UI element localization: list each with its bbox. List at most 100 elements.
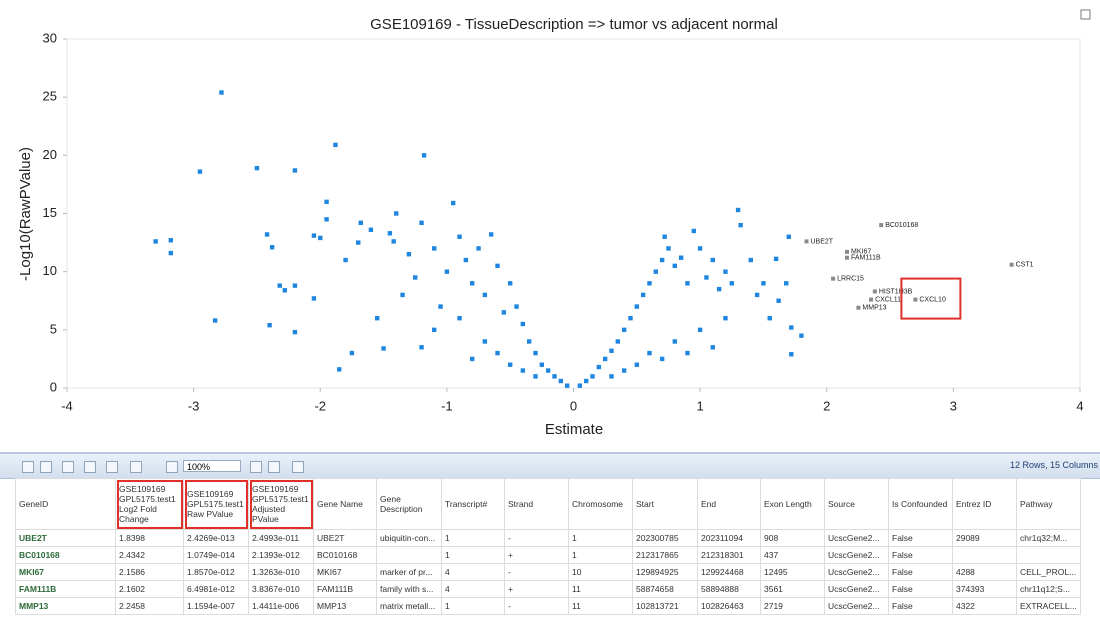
column-header[interactable]: GeneID: [15, 478, 116, 530]
table-cell: 1: [568, 529, 633, 547]
point: [482, 292, 488, 298]
annotation-label: MKI67: [851, 249, 871, 256]
point: [514, 304, 519, 309]
point: [640, 292, 646, 298]
table-cell: 1.1594e-007: [183, 597, 249, 615]
point: [634, 304, 640, 309]
table-cell: False: [888, 546, 953, 564]
point: [292, 283, 298, 288]
point: [311, 296, 317, 301]
x-tick-label: 2: [823, 398, 830, 413]
y-tick-label: 20: [43, 147, 57, 162]
table-cell: -: [504, 563, 569, 581]
column-header[interactable]: GSE109169 GPL5175.test1 Adjusted PValue: [248, 478, 314, 530]
toolbar-button[interactable]: [22, 461, 34, 473]
table-cell: 2.2458: [115, 597, 184, 615]
table-cell: UcscGene2...: [824, 597, 889, 615]
point: [789, 352, 794, 357]
table-cell: 129894925: [632, 563, 698, 581]
point: [564, 383, 570, 388]
point: [609, 348, 614, 353]
column-header[interactable]: Start: [632, 478, 698, 530]
table-cell: MKI67: [15, 563, 116, 581]
x-tick-label: 1: [697, 398, 704, 413]
table-cell: 4288: [952, 563, 1017, 581]
point: [432, 327, 437, 333]
table-cell: 2.1393e-012: [248, 546, 314, 564]
toolbar-button[interactable]: [268, 461, 280, 473]
table-cell: 2.4269e-013: [183, 529, 249, 547]
table-cell: 202311094: [697, 529, 761, 547]
toolbar-button[interactable]: [84, 461, 96, 473]
x-tick-label: -2: [314, 398, 326, 413]
toolbar-button[interactable]: [292, 461, 304, 473]
table-cell: MMP13: [313, 597, 377, 615]
table-cell: -: [504, 597, 569, 615]
point: [799, 333, 804, 338]
table-cell: 212318301: [697, 546, 761, 564]
point: [311, 233, 317, 238]
table-cell: 12495: [760, 563, 825, 581]
column-header[interactable]: Exon Length: [760, 478, 825, 530]
point: [729, 281, 734, 286]
column-header[interactable]: Gene Description: [376, 478, 442, 530]
column-header[interactable]: Transcript#: [441, 478, 505, 530]
table-cell: UcscGene2...: [824, 529, 889, 547]
point: [495, 263, 500, 269]
toolbar-button[interactable]: [130, 461, 142, 473]
table-row: MKI67 2.1586 1.8570e-012 1.3263e-010 MKI67 ma…: [15, 563, 1081, 581]
toolbar-button[interactable]: [62, 461, 74, 473]
table-cell: CELL_PROL...: [1016, 563, 1081, 581]
annotated-point: [856, 305, 861, 310]
x-axis-label: Estimate: [545, 421, 603, 438]
point: [356, 240, 361, 245]
point: [710, 257, 715, 263]
point: [197, 169, 203, 174]
point: [533, 374, 538, 379]
column-header[interactable]: Pathway: [1016, 478, 1081, 530]
toolbar-button[interactable]: [166, 461, 178, 473]
point: [786, 234, 791, 239]
table-cell: 4: [441, 580, 505, 598]
table-cell: 6.4981e-012: [183, 580, 249, 598]
point: [277, 283, 282, 288]
column-header[interactable]: Entrez ID: [952, 478, 1017, 530]
point: [406, 252, 412, 257]
table-cell: marker of pr...: [376, 563, 442, 581]
column-header[interactable]: Chromosome: [568, 478, 633, 530]
table-cell: FAM111B: [313, 580, 377, 598]
table-cell: 1.3263e-010: [248, 563, 314, 581]
table-cell: False: [888, 597, 953, 615]
point: [333, 142, 338, 148]
column-header[interactable]: Is Confounded: [888, 478, 953, 530]
point: [723, 269, 728, 274]
point: [318, 235, 323, 241]
annotated-point: [879, 223, 884, 228]
column-header[interactable]: Source: [824, 478, 889, 530]
column-header[interactable]: GSE109169 GPL5175.test1 Raw PValue: [183, 478, 249, 530]
y-tick-label: 25: [43, 89, 57, 104]
annotated-point: [804, 239, 809, 244]
point: [254, 165, 260, 171]
point: [672, 339, 677, 344]
toolbar-button[interactable]: [40, 461, 52, 473]
toolbar-button[interactable]: [250, 461, 262, 473]
point: [457, 316, 462, 321]
column-header[interactable]: GSE109169 GPL5175.test1 Log2 Fold Change: [115, 478, 184, 530]
table-cell: False: [888, 563, 953, 581]
column-header[interactable]: End: [697, 478, 761, 530]
table-cell: +: [504, 546, 569, 564]
maximize-icon[interactable]: [1080, 9, 1091, 20]
point: [419, 220, 424, 226]
x-tick-label: 0: [570, 398, 577, 413]
point: [659, 356, 665, 362]
data-table: GeneID GSE109169 GPL5175.test1 Log2 Fold …: [15, 478, 1081, 615]
column-header[interactable]: Gene Name: [313, 478, 377, 530]
column-header[interactable]: Strand: [504, 478, 569, 530]
toolbar-button[interactable]: [106, 461, 118, 473]
point: [421, 153, 427, 158]
table-cell: EXTRACELL...: [1016, 597, 1081, 615]
point: [634, 362, 640, 367]
zoom-select[interactable]: 100%: [183, 460, 241, 472]
point: [349, 350, 355, 356]
